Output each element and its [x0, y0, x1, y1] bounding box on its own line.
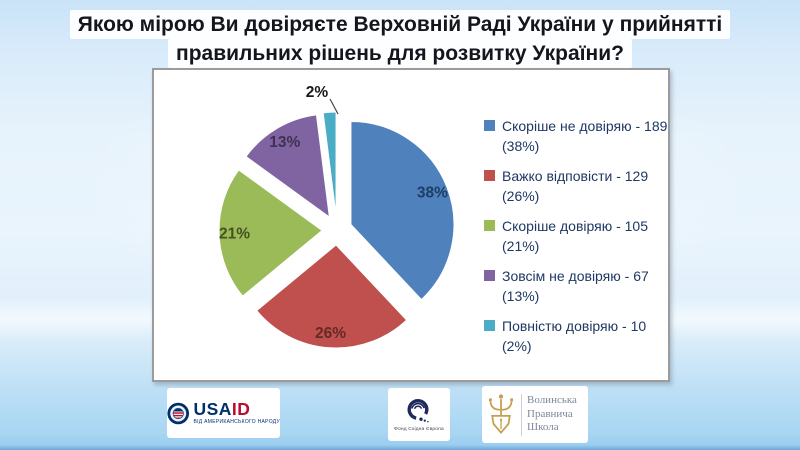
pie-label-5: 2% — [306, 84, 329, 101]
legend-item-2: Важко відповісти - 129 (26%) — [484, 166, 674, 206]
slide-title-line1: Якою мірою Ви довіряєте Верховній Раді У… — [69, 10, 731, 39]
pie-label-2: 26% — [315, 325, 346, 342]
legend-marker-icon — [484, 170, 495, 181]
pie-chart: 38% 26% 21% 13% 2% — [218, 84, 455, 349]
pie-slice-3 — [218, 169, 323, 297]
pie-slice-2 — [255, 244, 408, 349]
pie-slice-4 — [245, 114, 331, 219]
legend-label: Скоріше не довіряю - 189 (38%) — [502, 118, 668, 154]
legend-label: Повністю довіряю - 10 (2%) — [502, 318, 647, 354]
eef-e-icon — [407, 398, 429, 422]
slide-title: Якою мірою Ви довіряєте Верховній Раді У… — [0, 10, 800, 68]
legend-marker-icon — [484, 220, 495, 231]
chart-panel: 38% 26% 21% 13% 2% Скоріше не довіряю - 189(… — [152, 68, 670, 382]
divider — [521, 393, 522, 436]
legend-marker-icon — [484, 270, 495, 281]
school-name: Волинська Правнича Школа — [527, 394, 577, 434]
usaid-seal-icon — [167, 402, 190, 424]
legend-label: Важко відповісти - 129 (26%) — [502, 168, 649, 204]
pie-slice-5 — [322, 111, 337, 216]
legend-marker-icon — [484, 120, 495, 131]
bottom-accent-bar — [0, 445, 800, 450]
legend-item-4: Зовсім не довіряю - 67 (13%) — [484, 266, 674, 306]
chart-legend: Скоріше не довіряю - 189 (38%) Важко відпо… — [484, 116, 674, 356]
usaid-logo: USAID ВІД АМЕРИКАНСЬКОГО НАРОДУ — [167, 388, 280, 438]
slide-title-line2: правильних рішень для розвитку України? — [168, 39, 632, 68]
legend-marker-icon — [484, 320, 495, 331]
eef-tagline: Фонд Східна Європа — [394, 426, 444, 432]
legend-item-1: Скоріше не довіряю - 189 (38%) — [484, 116, 674, 156]
legend-item-3: Скоріше довіряю - 105 (21%) — [484, 216, 674, 256]
usaid-wordmark: USAID — [193, 399, 251, 419]
pie-label-4: 13% — [269, 134, 300, 151]
legend-label: Скоріше довіряю - 105 (21%) — [502, 218, 648, 254]
pie-slice-1 — [350, 120, 455, 301]
pen-nib-emblem-icon — [489, 393, 513, 434]
volyn-law-school-logo: Волинська Правнича Школа — [482, 386, 588, 443]
pie-label-leader-line — [329, 98, 339, 115]
legend-label: Зовсім не довіряю - 67 (13%) — [502, 268, 649, 304]
pie-label-3: 21% — [219, 226, 250, 243]
usaid-tagline: ВІД АМЕРИКАНСЬКОГО НАРОДУ — [193, 419, 280, 425]
legend-item-5: Повністю довіряю - 10 (2%) — [484, 316, 674, 356]
east-europe-foundation-logo: Фонд Східна Європа — [388, 388, 450, 441]
pie-label-1: 38% — [417, 185, 448, 202]
